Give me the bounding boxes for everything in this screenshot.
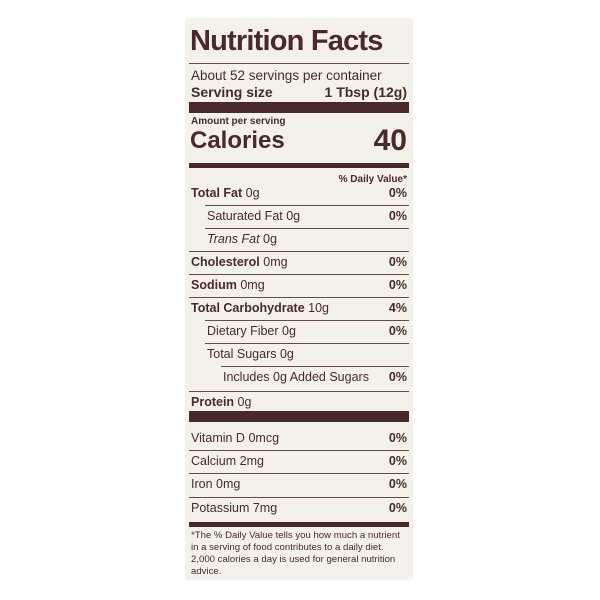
daily-value: 4%	[388, 301, 407, 315]
nutrient-row: Iron 0mg	[191, 478, 240, 491]
thick-bar	[189, 102, 409, 113]
daily-value: 0%	[388, 209, 407, 223]
nutrient-label: Total Carbohydrate	[191, 301, 305, 315]
daily-value: 0%	[388, 501, 407, 515]
nutrient-amount: 0g	[279, 347, 294, 361]
rule	[205, 205, 409, 206]
daily-value: 0%	[388, 324, 407, 338]
nutrient-label: Saturated Fat	[207, 209, 283, 223]
serving-size-value: 1 Tbsp (12g)	[324, 84, 407, 100]
rule	[189, 274, 409, 275]
nutrient-row: Saturated Fat 0g	[207, 210, 300, 223]
nutrient-row: Total Fat 0g	[191, 187, 260, 200]
nutrient-amount: 7mg	[252, 501, 278, 515]
rule	[189, 450, 409, 451]
nutrient-row: Calcium 2mg	[191, 455, 264, 468]
nutrient-label: Cholesterol	[191, 255, 260, 269]
medium-bar	[189, 163, 409, 168]
daily-value-header: % Daily Value*	[338, 174, 407, 185]
calories-value: 40	[373, 124, 407, 157]
nutrient-label: Dietary Fiber	[207, 324, 279, 338]
nutrient-row: Total Carbohydrate 10g	[191, 302, 329, 315]
rule	[189, 251, 409, 252]
nutrient-row: Total Sugars 0g	[207, 348, 294, 361]
nutrient-row: Dietary Fiber 0g	[207, 325, 296, 338]
rule	[205, 343, 409, 344]
nutrient-label: Total Fat	[191, 186, 243, 200]
rule	[189, 63, 409, 64]
footnote: *The % Daily Value tells you how much a …	[191, 530, 400, 577]
nutrient-amount: 0mcg	[248, 431, 280, 445]
thick-bar	[189, 411, 409, 422]
rule	[205, 320, 409, 321]
nutrient-amount: 0g	[286, 209, 301, 223]
nutrient-row: Sodium 0mg	[191, 279, 265, 292]
nutrient-amount: 0g	[237, 395, 252, 409]
nutrient-label: Trans Fat	[207, 232, 260, 246]
daily-value: 0%	[388, 278, 407, 292]
nutrient-amount: 0mg	[216, 477, 241, 491]
rule	[189, 497, 409, 498]
nutrient-amount: 0mg	[263, 255, 288, 269]
nutrient-label: Total Sugars	[207, 347, 277, 361]
nutrient-amount: 0g	[245, 186, 260, 200]
rule	[189, 391, 409, 392]
nutrient-label: Vitamin D	[191, 431, 245, 445]
nutrient-amount: 0g	[282, 324, 296, 338]
rule	[205, 228, 409, 229]
nutrient-row: Vitamin D 0mcg	[191, 432, 279, 445]
nutrient-row: Cholesterol 0mg	[191, 256, 288, 269]
rule	[189, 473, 409, 474]
nutrient-label: Potassium	[191, 501, 250, 515]
calories-label: Calories	[190, 127, 285, 154]
nutrient-label: Includes 0g Added Sugars	[223, 370, 369, 384]
medium-bar	[189, 522, 409, 527]
nutrient-row: Protein 0g	[191, 396, 251, 409]
nutrition-label: Nutrition Facts About 52 servings per co…	[185, 18, 413, 580]
daily-value: 0%	[388, 255, 407, 269]
daily-value: 0%	[388, 454, 407, 468]
rule	[189, 297, 409, 298]
nutrient-label: Calcium	[191, 454, 237, 468]
daily-value: 0%	[388, 370, 407, 384]
nutrient-label: Sodium	[191, 278, 237, 292]
nutrient-amount: 0g	[263, 232, 277, 246]
title: Nutrition Facts	[190, 25, 383, 57]
daily-value: 0%	[388, 431, 407, 445]
nutrient-amount: 2mg	[239, 454, 264, 468]
rule	[221, 366, 409, 367]
nutrient-row: Trans Fat 0g	[207, 233, 277, 246]
serving-size-label: Serving size	[191, 84, 273, 100]
daily-value: 0%	[388, 477, 407, 491]
amount-per-serving: Amount per serving	[191, 116, 286, 127]
nutrient-amount: 10g	[308, 301, 330, 315]
nutrient-row: Potassium 7mg	[191, 502, 277, 515]
nutrient-label: Protein	[191, 395, 235, 409]
servings: About 52 servings per container	[191, 68, 382, 83]
nutrient-label: Iron	[191, 477, 213, 491]
nutrient-amount: 0mg	[240, 278, 265, 292]
daily-value: 0%	[388, 186, 407, 200]
nutrient-row: Includes 0g Added Sugars	[223, 371, 369, 384]
